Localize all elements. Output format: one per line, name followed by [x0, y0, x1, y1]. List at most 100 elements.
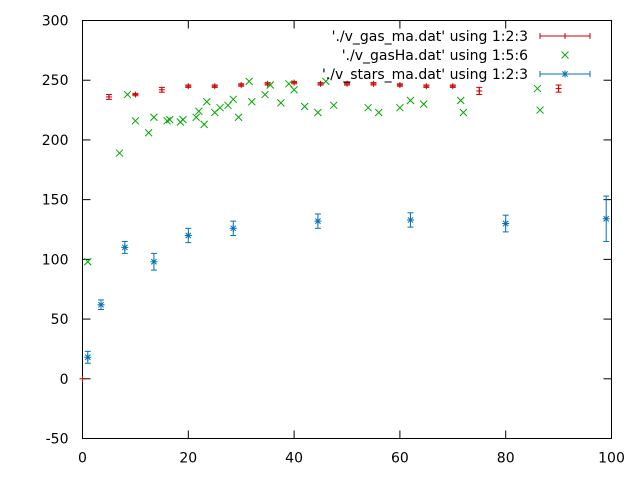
legend-item-3: './v_stars_ma.dat' using 1:2:3 — [322, 67, 591, 83]
data-point — [234, 113, 243, 122]
data-point — [83, 257, 92, 266]
x-tick-label: 20 — [179, 451, 197, 467]
cross-marker-b — [121, 244, 128, 251]
legend-item-1: './v_gas_ma.dat' using 1:2:3 — [332, 29, 591, 45]
legend-label: './v_stars_ma.dat' using 1:2:3 — [322, 67, 528, 83]
cross-marker-b — [150, 258, 157, 265]
cross-marker-b — [456, 96, 465, 105]
series-2 — [83, 77, 544, 266]
cross-marker-b — [277, 99, 285, 107]
cross-marker-b — [603, 215, 610, 222]
legend: './v_gas_ma.dat' using 1:2:3 './v_gasHa.d… — [322, 29, 591, 83]
axis-tick-labels: 0 20 40 60 80 100 -50 0 50 100 150 200 250 300 — [42, 14, 625, 467]
cross-marker-b — [314, 108, 322, 117]
legend-label: './v_gasHa.dat' using 1:5:6 — [342, 48, 528, 64]
cross-marker-b — [202, 97, 211, 106]
data-point — [131, 116, 140, 125]
data-point — [150, 252, 158, 271]
series-1 — [79, 79, 562, 382]
y-tick-label: 50 — [51, 312, 69, 328]
data-point — [202, 97, 211, 106]
data-point — [555, 84, 562, 93]
data-point — [238, 81, 245, 88]
data-point — [277, 99, 285, 107]
cross-marker-b — [123, 90, 132, 99]
data-point — [150, 113, 158, 122]
data-point — [84, 350, 92, 364]
data-point — [229, 95, 238, 104]
cross-marker-b — [84, 354, 91, 361]
data-series-layer — [79, 77, 610, 382]
y-tick-label: 150 — [42, 193, 69, 209]
cross-marker-b — [163, 116, 171, 125]
data-point — [419, 100, 428, 108]
data-point — [229, 220, 237, 236]
data-point — [456, 96, 465, 105]
data-point — [321, 77, 330, 86]
data-point — [459, 108, 468, 117]
cross-marker-b — [562, 71, 568, 77]
data-point — [300, 102, 309, 111]
data-point — [290, 85, 298, 94]
cross-marker-b — [185, 232, 192, 239]
cross-marker-b — [396, 103, 404, 112]
data-point — [344, 80, 350, 87]
data-point — [216, 103, 224, 112]
data-point — [97, 299, 105, 311]
x-tick-label: 60 — [391, 451, 409, 467]
cross-marker-b — [261, 90, 269, 99]
data-point — [329, 101, 338, 110]
cross-marker-b — [329, 101, 338, 110]
y-tick-label: 300 — [42, 14, 69, 30]
cross-marker-b — [229, 95, 238, 104]
cross-marker-b — [407, 216, 414, 223]
data-point — [406, 96, 415, 105]
cross-marker-b — [266, 81, 275, 89]
cross-marker-b — [98, 301, 104, 308]
y-tick-label: -50 — [46, 432, 69, 448]
data-point — [533, 84, 542, 93]
cross-marker-b — [195, 107, 203, 116]
data-point — [123, 90, 132, 99]
y-tick-label: 100 — [42, 252, 69, 268]
cross-marker-b — [290, 85, 298, 94]
cross-marker-b — [321, 77, 330, 86]
cross-marker-b — [230, 225, 237, 232]
data-point — [245, 77, 253, 86]
data-point — [79, 375, 86, 382]
data-point — [247, 97, 256, 106]
cross-marker-b — [179, 115, 187, 124]
data-point — [195, 107, 203, 116]
cross-marker-b — [192, 113, 201, 122]
data-point — [185, 83, 192, 90]
data-point — [502, 214, 510, 233]
cross-marker-b — [247, 97, 256, 106]
data-point — [396, 81, 403, 88]
y-tick-label: 250 — [42, 73, 69, 89]
data-point — [105, 93, 112, 100]
cross-marker-b — [374, 108, 383, 117]
cross-marker-b — [364, 103, 373, 112]
data-point — [261, 90, 269, 99]
cross-marker-b — [83, 257, 92, 266]
cross-marker-b — [536, 106, 544, 114]
cross-marker-b — [234, 113, 243, 122]
data-point — [165, 115, 174, 124]
cross-marker-b — [561, 51, 569, 59]
data-point — [374, 108, 383, 117]
data-point — [158, 86, 165, 93]
data-point — [449, 83, 456, 90]
plot-frame — [82, 20, 612, 439]
data-point — [423, 83, 430, 90]
data-point — [115, 149, 124, 157]
data-point — [179, 115, 187, 124]
data-point — [314, 213, 322, 229]
legend-label: './v_gas_ma.dat' using 1:2:3 — [332, 29, 528, 45]
x-tick-label: 80 — [497, 451, 515, 467]
data-point — [370, 80, 377, 87]
y-tick-label: 0 — [60, 372, 69, 388]
cross-marker-b — [419, 100, 428, 108]
cross-marker-b — [165, 115, 174, 124]
data-point — [602, 195, 610, 242]
